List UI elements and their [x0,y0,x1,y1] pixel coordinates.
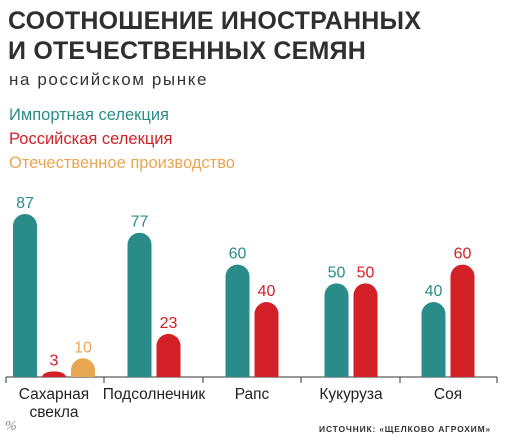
chart-title: СООТНОШЕНИЕ ИНОСТРАННЫХ И ОТЕЧЕСТВЕННЫХ … [8,6,498,66]
bar-import [13,214,37,377]
bar-russian [254,302,279,377]
legend-item-domestic: Отечественное производство [9,154,235,172]
unit-label: % [5,419,17,434]
category-label: Сахарная [19,386,89,403]
title-line-2: И ОТЕЧЕСТВЕННЫХ СЕМЯН [8,37,366,65]
chart-subtitle: на российском рынке [9,70,209,89]
bar-import [324,283,349,377]
bar-import [421,302,446,377]
data-label: 40 [425,283,443,300]
bar-russian [450,264,475,377]
legend-item-russian: Российская селекция [9,130,173,148]
data-label: 23 [160,315,178,332]
data-label: 87 [16,195,34,212]
category-label: Соя [434,386,462,403]
category-label: Кукуруза [319,386,383,403]
bar-russian [353,283,378,377]
bar-russian [156,333,181,377]
data-label: 60 [229,246,247,263]
bar-domestic [71,358,95,377]
bar-import [127,232,152,377]
bar-import [225,264,250,377]
category-label: Рапс [235,386,270,403]
source-note: ИСТОЧНИК: «ЩЕЛКОВО АГРОХИМ» [319,424,491,434]
category-label: Подсолнечник [103,386,206,403]
title-line-1: СООТНОШЕНИЕ ИНОСТРАННЫХ [8,7,422,35]
data-label: 77 [131,214,149,231]
data-label: 60 [454,246,472,263]
legend: Импортная селекция Российская селекция О… [9,103,235,175]
data-label: 10 [74,339,92,356]
data-label: 3 [50,352,59,369]
category-label: свекла [29,404,78,421]
data-label: 40 [258,283,276,300]
data-label: 50 [357,264,375,281]
legend-item-import: Импортная селекция [9,106,169,124]
bar-russian [42,371,66,377]
data-label: 50 [328,264,346,281]
